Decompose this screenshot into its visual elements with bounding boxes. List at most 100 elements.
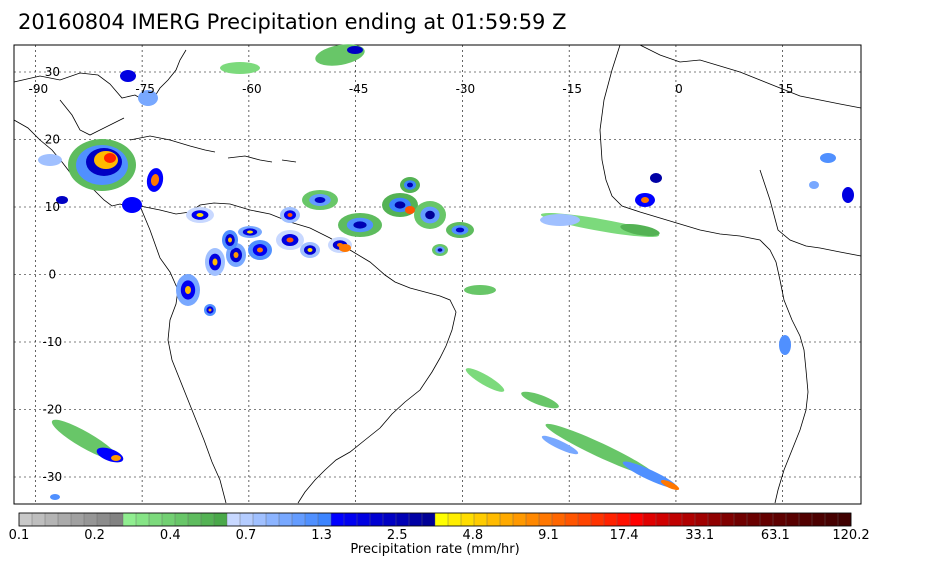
colorbar-swatch [96, 512, 111, 527]
precip-cell [339, 244, 351, 252]
precip-cell [314, 197, 326, 203]
precip-cell [287, 213, 293, 217]
colorbar-swatch [811, 512, 826, 527]
colorbar-swatch [57, 512, 72, 527]
colorbar-swatch [733, 512, 748, 527]
colorbar-frame [18, 512, 852, 527]
precip-cell [247, 230, 253, 234]
colorbar-swatch [473, 512, 488, 527]
precip-cell [820, 153, 836, 163]
colorbar-tick-label: 4.8 [462, 528, 484, 543]
colorbar-swatch [356, 512, 371, 527]
precip-cell [104, 153, 116, 163]
colorbar-swatch [512, 512, 527, 527]
colorbar-swatch [161, 512, 176, 527]
colorbar-swatch [434, 512, 449, 527]
precip-cell [122, 197, 142, 213]
precip-cell [437, 248, 443, 252]
colorbar-swatch [135, 512, 150, 527]
colorbar-swatch [837, 512, 852, 527]
colorbar-tick-label: 1.3 [311, 528, 332, 543]
page-title: 20160804 IMERG Precipitation ending at 0… [18, 10, 567, 34]
colorbar-swatch [460, 512, 475, 527]
colorbar-swatch [252, 512, 267, 527]
colorbar-swatch [590, 512, 605, 527]
precip-cell [394, 201, 406, 209]
colorbar-swatch [772, 512, 787, 527]
colorbar-swatch [538, 512, 553, 527]
colorbar-swatch [44, 512, 59, 527]
colorbar-label: Precipitation rate (mm/hr) [350, 542, 520, 557]
colorbar-swatch [720, 512, 735, 527]
colorbar-tick-label: 17.4 [609, 528, 639, 543]
precip-cell [38, 154, 62, 166]
colorbar-swatch [83, 512, 98, 527]
precip-cell [425, 210, 435, 220]
colorbar-swatch [824, 512, 839, 527]
colorbar-tick-label: 2.5 [386, 528, 408, 543]
precip-cell [111, 455, 121, 461]
latitude-label: -30 [43, 470, 63, 484]
colorbar-swatch [577, 512, 592, 527]
precip-cell [779, 335, 791, 355]
colorbar-swatch [694, 512, 709, 527]
colorbar-tick-label: 0.1 [8, 528, 30, 543]
precip-cell [228, 237, 232, 243]
colorbar-swatch [447, 512, 462, 527]
colorbar-swatch [668, 512, 683, 527]
latitude-label: 20 [45, 133, 60, 147]
axis-labels: -90 -75 -60 -45 -30 -15 0 15 30 20 10 0 -10 -20 -30 [29, 65, 794, 484]
precip-cell [138, 90, 158, 106]
colorbar-tick-label: 63.1 [760, 528, 790, 543]
colorbar-swatch [174, 512, 189, 527]
colorbar-tick-label: 9.1 [538, 528, 559, 543]
colorbar-swatch [746, 512, 761, 527]
longitude-label: 0 [675, 82, 683, 96]
colorbar-swatch [343, 512, 358, 527]
colorbar-swatch [200, 512, 215, 527]
colorbar-swatch [616, 512, 631, 527]
colorbar-swatch [213, 512, 228, 527]
longitude-label: -15 [562, 82, 582, 96]
precip-cell [286, 237, 294, 243]
colorbar-swatch [421, 512, 436, 527]
longitude-label: -30 [456, 82, 476, 96]
colorbar-swatch [265, 512, 280, 527]
colorbar-swatch [109, 512, 124, 527]
longitude-label: -45 [349, 82, 369, 96]
colorbar-swatch [369, 512, 384, 527]
latitude-label: 0 [49, 268, 57, 282]
colorbar-swatch [317, 512, 332, 527]
precip-cell [660, 479, 680, 491]
colorbar-swatch [291, 512, 306, 527]
colorbar-swatch [330, 512, 345, 527]
precip-cell [56, 196, 68, 204]
precip-cell [208, 308, 212, 312]
colorbar-swatch [122, 512, 137, 527]
colorbar [18, 512, 852, 527]
colorbar-swatch [525, 512, 540, 527]
colorbar-swatch [785, 512, 800, 527]
precip-cell [307, 248, 313, 252]
colorbar-swatch [655, 512, 670, 527]
precip-cell [521, 391, 559, 409]
colorbar-swatch [239, 512, 254, 527]
longitude-label: 15 [778, 82, 793, 96]
precip-cell [120, 70, 136, 82]
precip-cell [541, 435, 579, 455]
colorbar-swatch [395, 512, 410, 527]
precip-cell [455, 227, 465, 233]
colorbar-swatch [31, 512, 46, 527]
precip-cell [347, 46, 363, 54]
precip-cell [233, 252, 239, 258]
colorbar-swatch [70, 512, 85, 527]
longitude-label: -90 [29, 82, 49, 96]
colorbar-swatch [226, 512, 241, 527]
latitude-label: 10 [45, 200, 60, 214]
latitude-label: 30 [45, 65, 60, 79]
colorbar-swatch [187, 512, 202, 527]
colorbar-swatch [759, 512, 774, 527]
precip-cell [620, 223, 660, 237]
longitude-label: -75 [135, 82, 155, 96]
